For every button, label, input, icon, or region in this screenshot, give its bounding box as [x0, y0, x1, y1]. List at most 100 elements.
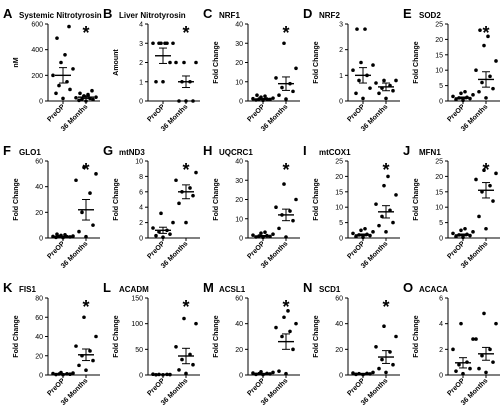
y-tick-label: 1 — [139, 79, 143, 86]
data-point — [168, 60, 172, 65]
data-point — [191, 193, 195, 198]
y-tick-label: 4 — [139, 22, 143, 29]
data-point — [461, 98, 465, 103]
y-tick-label: 0 — [39, 99, 43, 106]
y-tick-label: 0 — [239, 99, 243, 106]
x-tick-label: PreOP — [146, 377, 166, 397]
y-axis-label: nM — [13, 57, 20, 67]
data-point — [282, 182, 286, 186]
y-tick-label: 0 — [239, 373, 243, 380]
data-point — [91, 223, 95, 227]
panel-letter: O — [403, 280, 413, 295]
data-point — [68, 87, 72, 92]
y-axis-label: Fold Change — [413, 178, 420, 220]
y-tick-label: 30 — [235, 178, 243, 185]
data-point — [368, 86, 372, 90]
y-tick-label: 15 — [435, 189, 443, 196]
data-point — [182, 60, 186, 65]
data-point — [468, 366, 472, 371]
panel-title: NRF2 — [319, 11, 340, 20]
data-point — [171, 220, 175, 225]
data-point — [259, 231, 263, 235]
data-point — [377, 91, 381, 96]
data-point — [482, 43, 486, 48]
data-point — [274, 325, 278, 330]
data-point — [494, 321, 498, 326]
panel-title: SOD2 — [419, 11, 441, 20]
data-point — [180, 357, 184, 362]
data-point — [51, 371, 55, 376]
data-point — [354, 91, 358, 96]
data-point — [355, 27, 359, 31]
data-point — [71, 234, 75, 238]
x-tick-label: PreOP — [346, 377, 366, 397]
y-axis-label: Fold Change — [313, 315, 320, 357]
y-tick-label: 60 — [35, 159, 43, 166]
y-tick-label: 20 — [435, 174, 443, 181]
data-point — [274, 76, 278, 80]
data-point — [474, 177, 478, 182]
panel-letter: M — [203, 280, 214, 295]
data-point — [391, 88, 395, 93]
data-point — [382, 78, 386, 83]
data-point — [191, 99, 195, 103]
data-point — [159, 41, 163, 46]
data-point — [88, 349, 92, 353]
panel-title: ACADM — [119, 285, 149, 294]
data-point — [277, 369, 281, 373]
data-point — [359, 228, 363, 233]
data-point — [288, 209, 292, 213]
y-tick-label: 20 — [235, 60, 243, 67]
data-point — [194, 321, 198, 326]
data-point — [294, 197, 298, 202]
data-point — [486, 34, 490, 39]
data-point — [63, 53, 67, 57]
y-tick-label: 400 — [31, 47, 43, 54]
data-point — [77, 363, 81, 368]
panel-letter: E — [403, 6, 412, 21]
data-point — [474, 68, 478, 72]
y-tick-label: 50 — [135, 347, 143, 354]
data-point — [480, 353, 484, 358]
y-axis-label: Fold Change — [13, 178, 20, 220]
data-point — [259, 369, 263, 374]
y-tick-label: 5 — [339, 220, 343, 227]
data-point — [154, 233, 158, 238]
y-axis-label: Fold Change — [413, 41, 420, 83]
y-tick-label: 6 — [439, 296, 443, 303]
data-point — [463, 226, 467, 231]
data-point — [277, 93, 281, 98]
significance-marker: * — [182, 160, 189, 180]
data-point — [184, 99, 188, 103]
significance-marker: * — [282, 160, 289, 180]
y-tick-label: 10 — [135, 159, 143, 166]
data-point — [288, 329, 292, 334]
data-point — [174, 344, 178, 349]
data-point — [94, 334, 98, 339]
y-tick-label: 80 — [35, 296, 43, 303]
y-tick-label: 25 — [435, 159, 443, 166]
y-tick-label: 6 — [139, 189, 143, 196]
data-point — [451, 94, 455, 99]
data-point — [51, 234, 55, 239]
panel-title: ACACA — [419, 285, 448, 294]
data-point — [184, 220, 188, 225]
y-tick-label: 0 — [139, 99, 143, 106]
data-point — [394, 78, 398, 83]
panel-letter: L — [103, 280, 111, 295]
y-tick-label: 100 — [131, 321, 143, 328]
data-point — [151, 41, 155, 46]
data-point — [177, 201, 181, 206]
y-tick-label: 20 — [235, 347, 243, 354]
data-point — [291, 89, 295, 94]
panel-title: ACSL1 — [219, 285, 246, 294]
y-tick-label: 8 — [139, 174, 143, 181]
data-point — [263, 230, 267, 235]
x-tick-label: PreOP — [246, 240, 266, 260]
x-tick-label: PreOP — [46, 240, 66, 260]
data-point — [282, 315, 286, 320]
